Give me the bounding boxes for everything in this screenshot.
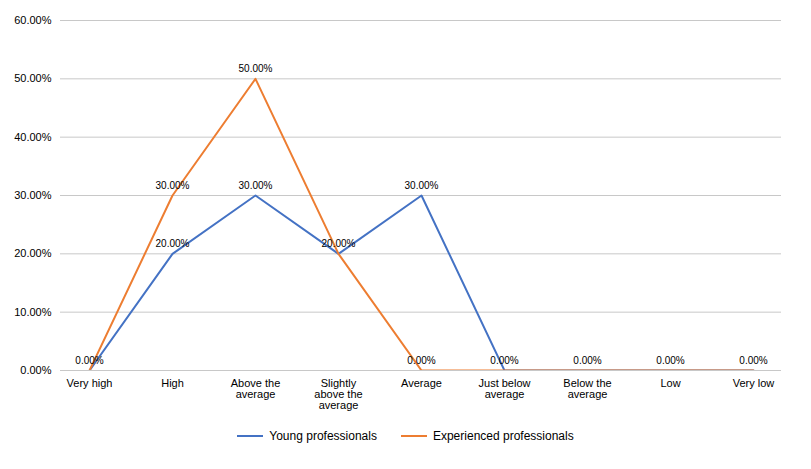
svg-text:0.00%: 0.00% [656, 355, 684, 366]
svg-text:Just belowaverage: Just belowaverage [479, 377, 531, 400]
svg-text:20.00%: 20.00% [156, 238, 190, 249]
svg-text:30.00%: 30.00% [14, 189, 52, 201]
svg-text:0.00%: 0.00% [407, 355, 435, 366]
svg-text:0.00%: 0.00% [75, 355, 103, 366]
svg-text:0.00%: 0.00% [739, 355, 767, 366]
svg-text:40.00%: 40.00% [14, 131, 52, 143]
svg-text:30.00%: 30.00% [156, 180, 190, 191]
svg-text:Slightlyabove theaverage: Slightlyabove theaverage [314, 377, 362, 411]
svg-text:0.00%: 0.00% [20, 364, 51, 376]
svg-text:20.00%: 20.00% [322, 238, 356, 249]
svg-text:Above theaverage: Above theaverage [231, 377, 281, 400]
svg-text:60.00%: 60.00% [14, 14, 52, 26]
svg-text:50.00%: 50.00% [239, 63, 273, 74]
svg-text:30.00%: 30.00% [405, 180, 439, 191]
html-text:Experienced professionals: Experienced professionals [432, 429, 574, 443]
svg-text:10.00%: 10.00% [14, 306, 52, 318]
svg-text:50.00%: 50.00% [14, 72, 52, 84]
svg-text:Very low: Very low [733, 377, 775, 389]
svg-text:0.00%: 0.00% [573, 355, 601, 366]
svg-text:Average: Average [401, 377, 442, 389]
svg-text:20.00%: 20.00% [14, 247, 52, 259]
svg-text:Below theaverage: Below theaverage [563, 377, 611, 400]
svg-text:Very high: Very high [67, 377, 113, 389]
svg-text:High: High [161, 377, 184, 389]
svg-text:0.00%: 0.00% [490, 355, 518, 366]
html-text:Young professionals: Young professionals [269, 429, 377, 443]
svg-text:30.00%: 30.00% [239, 180, 273, 191]
svg-text:Low: Low [660, 377, 680, 389]
